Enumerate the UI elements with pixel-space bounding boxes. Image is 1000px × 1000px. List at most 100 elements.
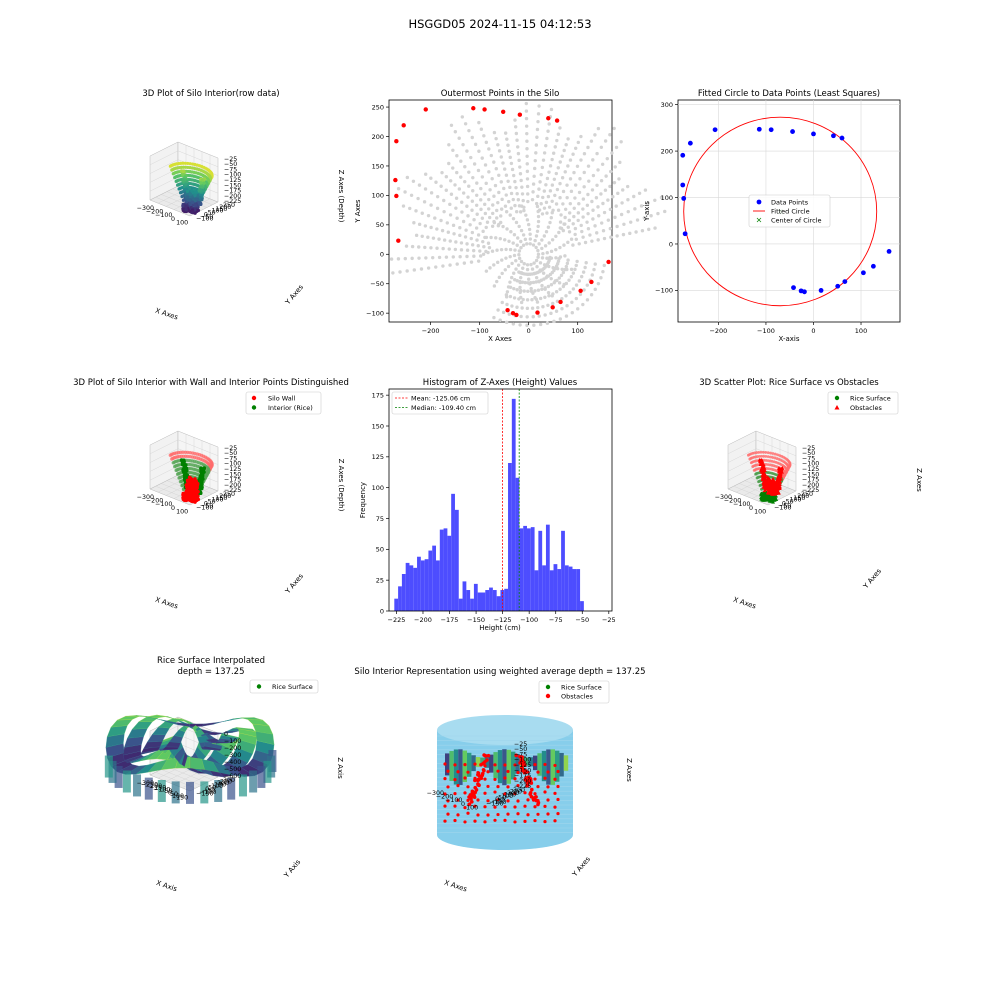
p2-grey-point <box>516 263 521 267</box>
panel-3d-raw-points <box>168 161 214 215</box>
p6-obstacle-point <box>758 458 763 462</box>
p7-surface-patch <box>127 728 148 739</box>
p1-point <box>183 161 187 165</box>
p8-rice-strip <box>511 751 516 780</box>
p2-grey-point <box>426 266 431 270</box>
p8-obstacle-point <box>453 792 457 796</box>
p2-grey-point <box>447 143 451 147</box>
p2-grey-point <box>517 256 522 261</box>
p6-obstacle-point <box>759 467 764 471</box>
p2-grey-point <box>543 313 547 317</box>
p8-xtick: 100 <box>466 804 478 811</box>
p6-obstacle-point <box>759 496 764 500</box>
p4-point <box>198 477 203 481</box>
p2-grey-point <box>546 290 551 295</box>
legend-obstacles: Obstacles <box>850 404 883 412</box>
p2-outermost-point <box>546 116 551 121</box>
p3-data-point <box>818 288 824 293</box>
p2-grey-point <box>565 304 569 308</box>
p2-grey-point <box>460 115 465 119</box>
p2-grey-point <box>475 238 479 242</box>
p2-grey-point <box>582 152 587 156</box>
p2-outermost-point <box>510 310 516 316</box>
p5-ytick-label: 100 <box>372 484 384 492</box>
p4-ytick: −100 <box>196 504 213 511</box>
p2-grey-point <box>521 233 526 237</box>
p7-surface-patch <box>223 717 245 722</box>
p2-grey-point <box>424 256 428 260</box>
panel-fitted: Fitted Circle to Data Points (Least Squa… <box>643 89 901 343</box>
p8-obstacle-point <box>446 812 450 816</box>
p2-grey-point <box>576 307 580 311</box>
p2-grey-point <box>530 267 535 271</box>
p2-grey-point <box>525 162 529 166</box>
p2-grey-point <box>576 140 581 145</box>
p2-outermost-point <box>396 238 401 243</box>
p8-obstacle-point <box>513 805 517 809</box>
p2-grey-point <box>398 270 402 274</box>
p6-rice-point <box>764 451 768 454</box>
p2-grey-point <box>445 221 450 225</box>
p6-obstacle-point <box>771 496 775 501</box>
p4-xtick: −300 <box>137 494 154 501</box>
p5-bar <box>470 598 474 611</box>
p2-grey-point <box>513 248 517 252</box>
p4-ztick: −25 <box>224 445 237 452</box>
p2-grey-point <box>525 323 529 328</box>
p2-grey-point <box>459 175 463 179</box>
p3-data-point <box>870 263 876 269</box>
p8-obstacle-point <box>496 812 500 817</box>
p6-obstacle-point <box>771 492 776 496</box>
p2-ytick-label: 150 <box>372 162 384 170</box>
p7-ztick: −400 <box>224 759 241 766</box>
p2-grey-point <box>610 151 614 155</box>
p2-grey-point <box>545 256 549 260</box>
p1-ztick: −225 <box>224 198 241 205</box>
p7-xtick: −300 <box>137 780 154 787</box>
p3-ytick-label: 100 <box>661 194 673 202</box>
p2-grey-point <box>591 208 595 212</box>
p4-point <box>194 486 199 490</box>
p3-xtick-label: −200 <box>709 327 727 335</box>
p2-grey-point <box>493 183 498 188</box>
p4-point <box>193 500 197 504</box>
p2-grey-point <box>417 183 422 187</box>
p2-grey-point <box>532 261 536 265</box>
p2-grey-point <box>586 164 591 168</box>
p1-point <box>186 161 190 166</box>
p6-ztick: −50 <box>802 450 815 457</box>
p4-point <box>198 485 202 489</box>
p2-grey-point <box>545 251 549 255</box>
p2-grey-point <box>515 243 519 247</box>
p6-obstacle-point <box>766 491 771 495</box>
p2-grey-point <box>508 294 513 299</box>
p2-grey-point <box>444 255 449 259</box>
p8-obstacle-point <box>556 784 560 789</box>
p2-grey-point <box>426 213 431 218</box>
p6-obstacle-point <box>761 490 766 495</box>
p2-grey-point <box>434 180 438 184</box>
p2-ytick-label: 0 <box>380 251 384 259</box>
p2-grey-point <box>571 287 576 291</box>
p2-grey-point <box>470 230 475 235</box>
p2-grey-point <box>518 172 523 176</box>
p8-ztick: −75 <box>514 751 527 758</box>
p2-grey-point <box>501 161 505 165</box>
p2-grey-point <box>546 303 550 308</box>
p8-obstacle-point <box>443 819 447 823</box>
p2-outermost-point <box>505 308 510 313</box>
p5-xtick-label: −225 <box>388 616 406 624</box>
p1-point <box>184 204 188 209</box>
p5-bar <box>413 567 418 611</box>
p5-bar <box>564 565 569 611</box>
p2-grey-point <box>608 226 613 231</box>
p5-bar <box>454 509 459 611</box>
p5-ytick-label: 125 <box>372 453 384 461</box>
p2-grey-point <box>550 294 554 298</box>
p8-obstacle-point <box>543 762 547 767</box>
p2-grey-point <box>618 160 622 165</box>
p2-grey-point <box>534 143 539 147</box>
p2-grey-point <box>535 265 539 269</box>
p2-grey-point <box>526 277 531 281</box>
p8-obstacle-point <box>523 819 527 823</box>
